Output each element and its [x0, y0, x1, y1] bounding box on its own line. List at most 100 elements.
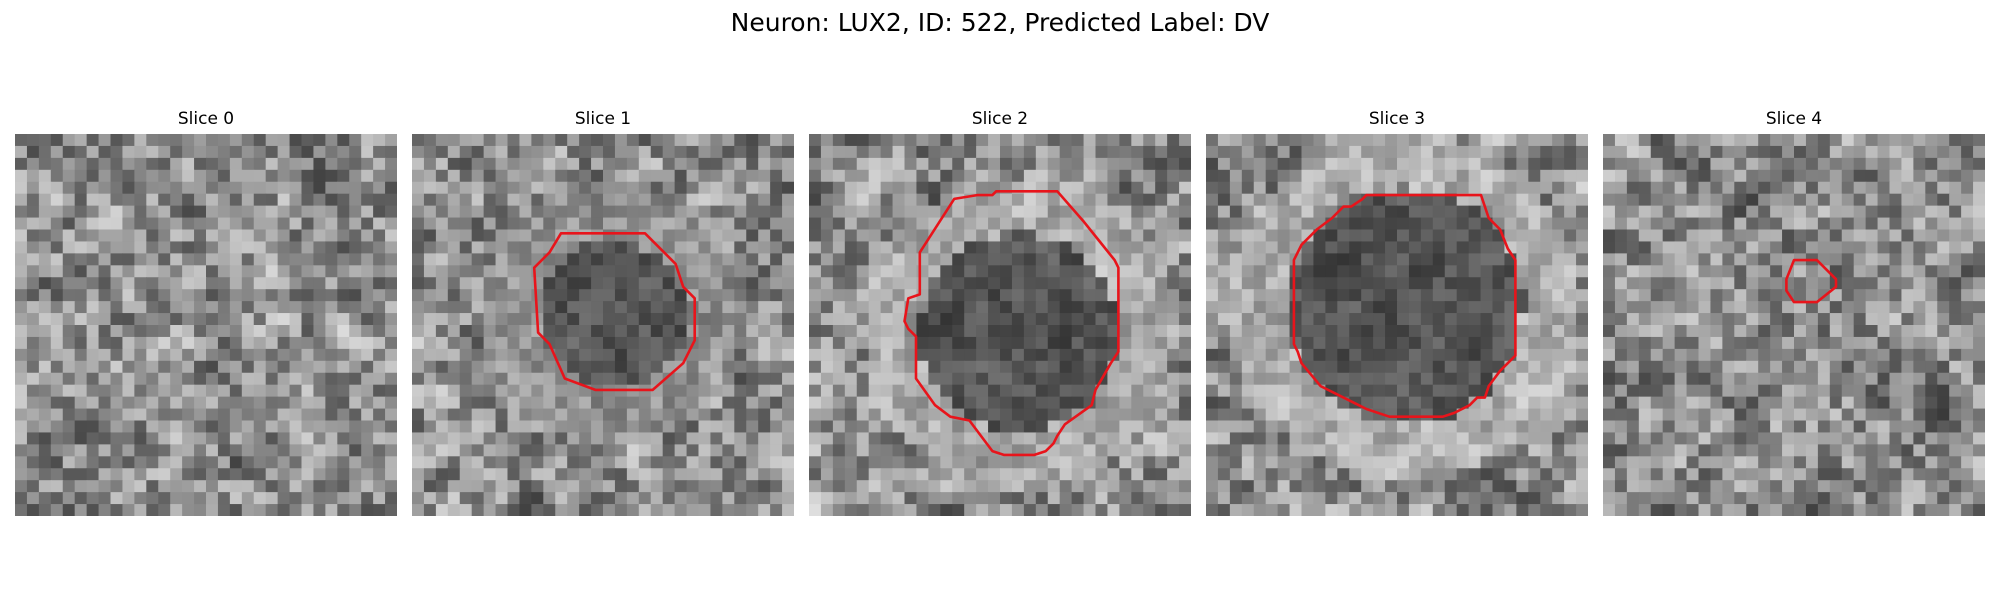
image-pixel: [1516, 193, 1529, 207]
image-pixel: [134, 265, 147, 278]
image-pixel: [1504, 169, 1517, 183]
image-pixel: [1397, 372, 1410, 386]
image-pixel: [277, 348, 291, 362]
image-pixel: [423, 217, 437, 231]
image-pixel: [1337, 241, 1350, 254]
image-pixel: [1782, 456, 1795, 469]
image-pixel: [662, 181, 676, 195]
image-pixel: [976, 480, 989, 493]
image-pixel: [1241, 408, 1255, 422]
image-pixel: [361, 492, 374, 505]
image-pixel: [904, 372, 918, 386]
image-pixel: [1552, 157, 1565, 171]
image-pixel: [459, 301, 473, 314]
image-pixel: [686, 301, 700, 314]
image-pixel: [1313, 241, 1326, 254]
image-pixel: [1420, 205, 1434, 219]
image-pixel: [1361, 325, 1374, 338]
image-pixel: [1638, 432, 1652, 445]
image-pixel: [1650, 265, 1664, 278]
image-pixel: [1289, 444, 1303, 457]
image-pixel: [686, 396, 700, 410]
image-pixel: [435, 384, 449, 398]
image-pixel: [904, 217, 918, 231]
image-pixel: [1023, 360, 1037, 374]
image-pixel: [206, 134, 219, 147]
image-pixel: [1614, 325, 1628, 338]
image-pixel: [1492, 265, 1506, 278]
image-pixel: [435, 265, 449, 278]
image-pixel: [1217, 480, 1231, 493]
image-pixel: [880, 181, 894, 195]
image-pixel: [1432, 205, 1446, 219]
image-pixel: [50, 277, 64, 290]
image-pixel: [1217, 181, 1231, 195]
image-pixel: [734, 384, 747, 398]
image-pixel: [722, 492, 735, 505]
image-pixel: [447, 372, 461, 386]
image-pixel: [1301, 301, 1315, 314]
image-pixel: [1901, 134, 1914, 147]
image-pixel: [626, 277, 640, 290]
image-pixel: [1528, 432, 1541, 445]
image-pixel: [1564, 169, 1577, 183]
image-pixel: [1901, 277, 1914, 290]
image-pixel: [1770, 432, 1783, 445]
image-pixel: [1047, 134, 1061, 147]
image-pixel: [1686, 360, 1700, 374]
image-pixel: [1626, 289, 1640, 302]
image-pixel: [614, 396, 628, 410]
image-pixel: [1552, 336, 1565, 350]
image-pixel: [638, 277, 652, 290]
image-pixel: [301, 468, 315, 481]
image-pixel: [146, 456, 159, 469]
image-pixel: [1686, 181, 1700, 195]
image-pixel: [1265, 169, 1279, 183]
image-pixel: [1206, 241, 1219, 254]
image-pixel: [1167, 229, 1180, 243]
image-pixel: [1492, 325, 1506, 338]
image-pixel: [1734, 241, 1747, 254]
image-pixel: [1528, 229, 1541, 243]
image-pixel: [770, 241, 783, 254]
image-pixel: [50, 420, 64, 434]
image-pixel: [1083, 169, 1097, 183]
image-pixel: [1626, 241, 1640, 254]
image-pixel: [412, 444, 425, 457]
image-pixel: [1650, 348, 1664, 362]
image-pixel: [844, 444, 858, 457]
image-pixel: [1913, 265, 1926, 278]
image-pixel: [170, 301, 183, 314]
image-pixel: [1265, 432, 1279, 445]
image-pixel: [892, 456, 906, 469]
image-pixel: [1337, 217, 1350, 231]
image-pixel: [698, 504, 712, 516]
image-pixel: [567, 456, 580, 469]
image-pixel: [50, 492, 64, 505]
image-pixel: [698, 384, 712, 398]
image-pixel: [1385, 468, 1398, 481]
image-pixel: [809, 145, 822, 159]
image-pixel: [1662, 253, 1676, 266]
image-pixel: [1770, 217, 1783, 231]
image-pixel: [158, 420, 171, 434]
image-pixel: [412, 253, 425, 266]
image-pixel: [1143, 277, 1156, 290]
image-pixel: [591, 241, 604, 254]
image-pixel: [38, 408, 52, 422]
image-pixel: [1206, 229, 1219, 243]
image-pixel: [146, 336, 159, 350]
image-pixel: [1841, 396, 1855, 410]
image-pixel: [832, 444, 846, 457]
image-pixel: [746, 241, 759, 254]
image-pixel: [1059, 169, 1073, 183]
image-pixel: [1444, 265, 1458, 278]
image-pixel: [603, 229, 616, 243]
image-pixel: [746, 229, 759, 243]
image-pixel: [1710, 360, 1723, 374]
image-pixel: [1865, 432, 1879, 445]
image-pixel: [507, 492, 521, 505]
image-pixel: [265, 480, 279, 493]
image-pixel: [1373, 289, 1386, 302]
image-pixel: [758, 360, 771, 374]
